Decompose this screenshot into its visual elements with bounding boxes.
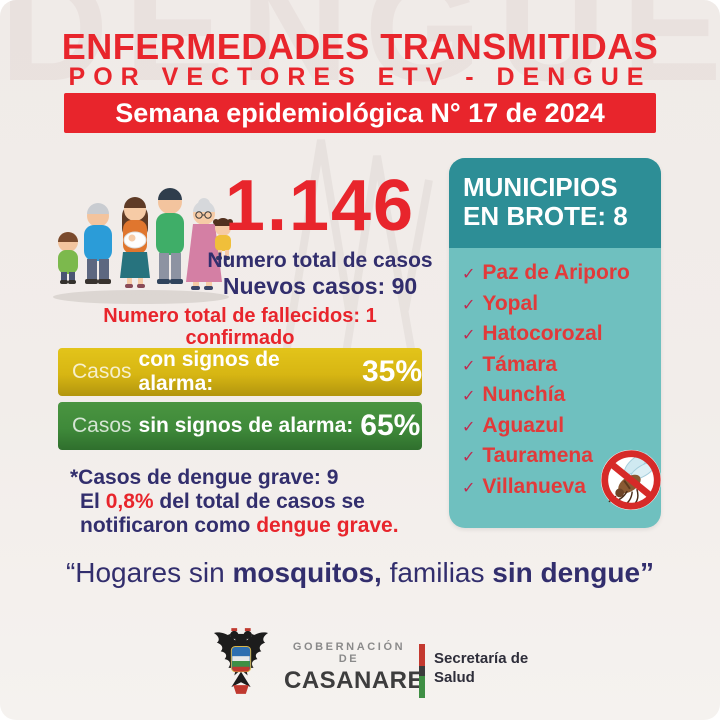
municipio-item: ✓ Hatocorozal <box>462 320 661 351</box>
watermark-shapes <box>281 139 433 361</box>
municipio-name: Villanueva <box>482 474 586 498</box>
municipio-item: ✓ Tauramena <box>462 442 661 473</box>
no-mosquito-icon <box>600 449 662 511</box>
check-icon: ✓ <box>462 357 476 375</box>
severe-line-3: notificaron como dengue grave. <box>80 514 430 538</box>
title-line-2: POR VECTORES ETV - DENGUE <box>68 63 652 91</box>
alarm-bar-prefix: Casos <box>72 360 132 383</box>
severe-line-2: El 0,8% del total de casos se <box>80 490 430 514</box>
quote-bold-1: mosquitos, <box>232 557 382 588</box>
toddler-figure <box>58 232 78 284</box>
no-alarm-cases-bar: Casos sin signos de alarma: 65% <box>58 402 422 450</box>
check-icon: ✓ <box>462 479 476 497</box>
gov-name: CASANARE <box>284 667 425 694</box>
grandma-figure <box>186 198 222 290</box>
new-cases-line: Nuevos casos: 90 <box>200 273 440 300</box>
alarm-bar-value: 35% <box>361 355 422 388</box>
severe-l2-post: del total de casos se <box>153 490 365 513</box>
alarm-bar-label: con signos de alarma: <box>138 348 280 395</box>
check-icon: ✓ <box>462 418 476 436</box>
alarm-cases-bar: Casos con signos de alarma: 35% <box>58 348 422 396</box>
check-icon: ✓ <box>462 449 476 466</box>
municipios-title-line2: EN BROTE: 8 <box>463 201 628 231</box>
quote-bold-2: sin dengue” <box>492 557 655 588</box>
municipio-item: ✓ Támara <box>462 351 661 382</box>
check-icon: ✓ <box>462 388 476 405</box>
municipios-header: MUNICIPIOS EN BROTE: 8 <box>449 158 661 248</box>
new-cases-label: Nuevos casos: <box>222 273 392 299</box>
grandpa-figure <box>84 203 112 284</box>
gov-label: GOBERNACIÓN DE <box>292 641 406 665</box>
severe-percentage: 0,8% <box>105 490 154 513</box>
severe-l2-pre: El <box>80 490 106 513</box>
family-illustration-icon <box>53 188 233 304</box>
mother-figure <box>120 197 150 288</box>
main-quote: “Hogares sin mosquitos, familias sin den… <box>0 557 720 589</box>
week-banner: Semana epidemiológica N° 17 de 2024 <box>64 93 656 133</box>
no-alarm-bar-prefix: Casos <box>72 414 132 437</box>
new-cases-value: 90 <box>391 273 418 299</box>
municipio-item: ✓ Villanueva <box>462 473 661 504</box>
municipio-name: Paz de Ariporo <box>482 261 630 284</box>
severe-l3-pre: notificaron como <box>80 514 257 537</box>
casanare-crest-icon <box>213 628 269 694</box>
municipio-item: ✓ Yopal <box>462 290 661 321</box>
total-cases-label: Numero total de casos <box>207 249 433 272</box>
deaths-line-1: Numero total de fallecidos: 1 confirmado <box>48 305 432 349</box>
secretary-line-2: Salud <box>434 669 475 686</box>
secretary-label: Secretaría de Salud <box>434 649 528 687</box>
municipio-item: ✓ Aguazul <box>462 412 661 443</box>
severe-note: *Casos de dengue grave: 9 El 0,8% del to… <box>70 466 430 538</box>
deaths-confirmed: 1 confirmado <box>185 305 377 349</box>
no-alarm-bar-label: sin signos de alarma: <box>138 414 354 437</box>
severe-l3-highlight: dengue grave. <box>256 514 399 537</box>
title-line-1: ENFERMEDADES TRANSMITIDAS <box>61 26 659 67</box>
quote-part-2: familias <box>381 557 493 588</box>
quote-part-1: “Hogares sin <box>65 557 233 588</box>
municipio-name: Aguazul <box>482 413 565 437</box>
government-logo-text: GOBERNACIÓN DE CASANARE <box>284 641 425 695</box>
municipio-item: ✓ Nunchía <box>462 381 661 412</box>
check-icon: ✓ <box>462 266 476 283</box>
municipio-item: ✓ Paz de Ariporo <box>462 259 661 290</box>
municipios-list: ✓ Paz de Ariporo ✓ Yopal ✓ Hatocorozal ✓ Tám… <box>449 248 661 503</box>
municipios-title-line1: MUNICIPIOS <box>463 172 618 202</box>
municipio-name: Hatocorozal <box>482 322 603 345</box>
check-icon: ✓ <box>462 296 476 314</box>
no-alarm-bar-value: 65% <box>360 409 421 442</box>
deaths-label: Numero total de fallecidos: <box>103 305 366 327</box>
municipio-name: Nunchía <box>482 383 566 406</box>
footer-divider <box>419 644 425 698</box>
severe-title: *Casos de dengue grave: 9 <box>70 466 339 489</box>
check-icon: ✓ <box>462 327 476 344</box>
father-figure <box>156 188 184 284</box>
total-cases-number: 1.146 <box>224 166 416 246</box>
municipio-name: Yopal <box>482 291 539 315</box>
secretary-line-1: Secretaría de <box>434 650 529 667</box>
girl-figure <box>213 218 233 260</box>
municipio-name: Tauramena <box>482 444 593 467</box>
municipio-name: Támara <box>482 352 558 376</box>
